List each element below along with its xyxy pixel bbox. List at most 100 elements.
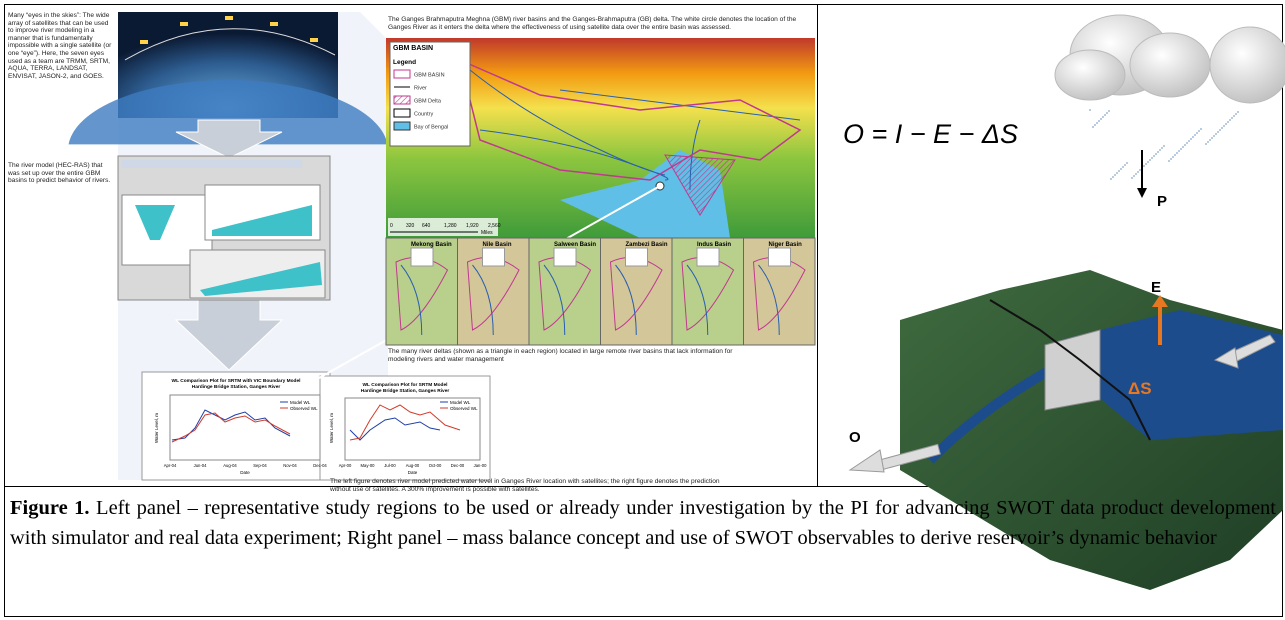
raindrop: [1200, 128, 1202, 130]
map-heading: GBM BASIN: [393, 45, 433, 52]
legend-swatch: [394, 96, 410, 104]
raindrop: [1159, 149, 1161, 151]
scale-unit: Miles: [481, 230, 493, 236]
raindrop: [1194, 134, 1196, 136]
raindrop: [1161, 147, 1163, 149]
chart-xtick: Apr-00: [339, 463, 352, 468]
raindrop: [1092, 126, 1094, 128]
raindrop: [1133, 175, 1135, 177]
legend-swatch: [394, 122, 410, 130]
chart-xtick: Oct-00: [429, 463, 442, 468]
chart-xtick: Dec-00: [451, 463, 465, 468]
chart-title: Hardinge Bridge Station, Ganges River: [192, 384, 281, 390]
scale-label: 1,280: [444, 223, 457, 229]
clouds: [1055, 15, 1285, 103]
satellite-note: Many “eyes in the skies”: The wide array…: [8, 12, 112, 80]
raindrop: [1186, 142, 1188, 144]
raindrop: [1225, 123, 1227, 125]
raindrop: [1196, 132, 1198, 134]
raindrop: [1233, 115, 1235, 117]
map-caption: The Ganges Brahmaputra Meghna (GBM) rive…: [388, 16, 813, 32]
chart-legend-label: Observed WL: [450, 406, 478, 411]
raindrop: [1094, 124, 1096, 126]
raindrop: [1120, 168, 1122, 170]
raindrop: [1190, 138, 1192, 140]
raindrop: [1213, 135, 1215, 137]
chart-xtick: Apr-04: [164, 463, 177, 468]
raindrop: [1182, 146, 1184, 148]
model-note: The river model (HEC-RAS) that was set u…: [8, 162, 112, 185]
chart-xtick: Aug-04: [223, 463, 237, 468]
chart-title: WL Comparison Plot for SRTM with VIC Bou…: [172, 378, 301, 384]
scale-label: 1,920: [466, 223, 479, 229]
raindrop: [1192, 136, 1194, 138]
legend-label: River: [414, 86, 427, 92]
raindrop: [1231, 117, 1233, 119]
chart-title: Hardinge Bridge Station, Ganges River: [361, 388, 450, 394]
chart-xlabel: Date: [240, 470, 250, 475]
raindrop: [1110, 178, 1112, 180]
raindrop: [1116, 172, 1118, 174]
chart-ylabel: Water Level, m: [329, 413, 334, 443]
raindrop: [1147, 161, 1149, 163]
basin-legend: [626, 248, 648, 266]
raindrop: [1143, 165, 1145, 167]
mass-balance-equation: O = I − E − ΔS: [843, 119, 1018, 149]
raindrop: [1122, 166, 1124, 168]
raindrop: [1163, 145, 1165, 147]
raindrop: [1221, 127, 1223, 129]
raindrop: [1211, 137, 1213, 139]
raindrop: [1135, 173, 1137, 175]
chart-legend-label: Model WL: [290, 400, 311, 405]
chart-xtick: Dec-04: [313, 463, 327, 468]
raindrop: [1217, 131, 1219, 133]
raindrop: [1089, 109, 1091, 111]
chart-xtick: Jul-00: [384, 463, 396, 468]
storage-label: ΔS: [1128, 379, 1152, 398]
scale-label: 640: [422, 223, 431, 229]
rain: [1089, 109, 1239, 180]
scale-label: 2,560: [488, 223, 501, 229]
basin-title: Niger Basin: [769, 242, 803, 248]
deltas-note: The many river deltas (shown as a triang…: [388, 348, 748, 363]
legend-label: Bay of Bengal: [414, 125, 448, 131]
raindrop: [1174, 154, 1176, 156]
basin-legend: [483, 248, 505, 266]
raindrop: [1145, 163, 1147, 165]
raindrop: [1114, 174, 1116, 176]
toolbar: [122, 160, 302, 168]
caption: Figure 1. Left panel – representative st…: [10, 493, 1276, 553]
raindrop: [1102, 116, 1104, 118]
raindrop: [1139, 169, 1141, 171]
raindrop: [1198, 130, 1200, 132]
raindrop: [1235, 113, 1237, 115]
scale-label: 320: [406, 223, 415, 229]
basin-legend: [697, 248, 719, 266]
chart-xtick: May-00: [361, 463, 376, 468]
chart-xtick: Jan-00: [474, 463, 487, 468]
basin-title: Zambezi Basin: [626, 242, 668, 248]
chart-title: WL Comparison Plot for SRTM Model: [363, 382, 448, 388]
raindrop: [1149, 159, 1151, 161]
chart-legend-label: Observed WL: [290, 406, 318, 411]
raindrop: [1215, 133, 1217, 135]
scale-label: 0: [390, 223, 393, 229]
page: GBM BASINLegendGBM BASINRiverGBM DeltaCo…: [0, 0, 1285, 620]
basin-legend: [411, 248, 433, 266]
raindrop: [1180, 148, 1182, 150]
raindrop: [1205, 143, 1207, 145]
raindrop: [1237, 111, 1239, 113]
legend-label: GBM Delta: [414, 99, 442, 105]
raindrop: [1112, 176, 1114, 178]
chart-legend-label: Model WL: [450, 400, 471, 405]
raindrop: [1209, 139, 1211, 141]
basin-legend: [769, 248, 791, 266]
raindrop: [1124, 164, 1126, 166]
raindrop: [1118, 170, 1120, 172]
legend-title: Legend: [393, 59, 416, 66]
raindrop: [1155, 153, 1157, 155]
basin-title: Salween Basin: [554, 242, 596, 248]
raindrop: [1137, 171, 1139, 173]
basin-legend: [554, 248, 576, 266]
legend-label: GBM BASIN: [414, 73, 445, 79]
